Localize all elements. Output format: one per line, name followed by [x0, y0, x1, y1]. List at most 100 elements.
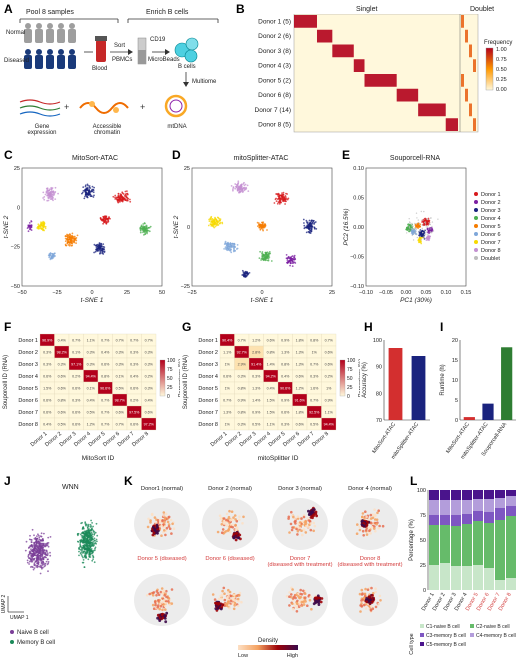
scatter-point: [237, 180, 240, 183]
scatter-point: [36, 535, 38, 537]
density-hotspot: [312, 508, 316, 511]
density-point: [232, 607, 236, 611]
density-point: [374, 529, 377, 533]
singlet-label: Singlet: [356, 6, 378, 13]
density-point: [225, 518, 228, 522]
scatter-point: [30, 220, 33, 222]
gene-expression-label: Gene expression: [27, 124, 57, 136]
density-point: [300, 529, 303, 532]
heatmap-block: [445, 118, 458, 131]
scatter-point: [44, 564, 47, 567]
density-point: [290, 595, 293, 599]
scatter-point: [408, 218, 410, 220]
density-point: [287, 515, 291, 519]
panel-c-label: C: [4, 148, 13, 162]
density-point: [296, 602, 299, 605]
scatter-point: [114, 198, 117, 200]
matrix-cell-value: 94.4%: [324, 423, 335, 427]
scatter-point: [85, 557, 88, 559]
scatter-point: [30, 550, 33, 552]
matrix-cell-value: 1%: [225, 423, 231, 427]
scatter-point: [420, 231, 422, 234]
scatter-point: [244, 183, 247, 186]
density-point: [151, 591, 155, 595]
scatter-point: [35, 556, 38, 559]
scatter-point: [421, 230, 424, 233]
y-tick-label: 5: [455, 398, 458, 404]
scatter-point: [92, 529, 95, 532]
scatter-point: [282, 199, 285, 201]
scatter-point: [263, 223, 266, 225]
density-point: [369, 609, 373, 612]
bar: [482, 403, 494, 420]
scatter-point: [213, 219, 215, 222]
matrix-cell-value: 0.2%: [325, 375, 334, 379]
matrix-cell-value: 97.5%: [129, 411, 140, 415]
density-point: [364, 529, 368, 532]
scatter-point: [422, 224, 424, 226]
legend-label: Donor 4: [481, 216, 501, 222]
scatter-point: [418, 232, 421, 235]
density-point: [153, 600, 157, 603]
scatter-point: [26, 561, 29, 564]
cd19-label: CD19: [150, 37, 166, 43]
stacked-segment: [429, 515, 439, 525]
scatter-point: [91, 549, 93, 552]
scatter-point: [100, 218, 102, 220]
scatter-point: [92, 549, 95, 552]
svg-text:+: +: [64, 102, 69, 112]
panel-d-tsne: −25 0 25 25 0 −25 t-SNE 1 t-SNE 2: [173, 166, 335, 304]
panel-k-density-grid: Donor1 (normal) Donor 2 (normal) Donor 3 (…: [130, 484, 406, 659]
stacked-segment: [462, 566, 472, 590]
scatter-point: [411, 225, 413, 227]
scatter-point: [71, 235, 74, 238]
scatter-point: [101, 245, 103, 248]
scatter-point: [315, 228, 318, 230]
density-point: [362, 534, 365, 537]
scatter-point: [308, 223, 311, 226]
scatter-point: [117, 201, 119, 203]
legend-swatch: [474, 216, 478, 220]
x-tick-label: 0.10: [441, 290, 452, 296]
matrix-row-label: Donor 6: [198, 398, 218, 404]
density-point: [360, 588, 364, 592]
density-point: [234, 518, 237, 521]
matrix-cell-value: 0.8%: [281, 363, 290, 367]
legend-label: Naive B cell: [17, 630, 49, 636]
scatter-point: [209, 218, 212, 221]
scatter-point: [430, 217, 432, 219]
scatter-point: [305, 219, 308, 222]
density-point: [358, 592, 362, 596]
density-point: [231, 518, 234, 522]
scatter-point: [36, 544, 39, 547]
scatter-point: [42, 229, 44, 232]
scatter-point: [38, 544, 41, 547]
x-tick-label: −25: [52, 290, 61, 296]
scatter-point: [82, 556, 84, 559]
stacked-segment: [495, 490, 505, 498]
scatter-point: [226, 245, 229, 248]
matrix-cell-value: 0.7%: [310, 363, 319, 367]
scatter-point: [429, 231, 431, 233]
density-hotspot: [236, 536, 240, 540]
scatter-point: [285, 254, 288, 256]
scatter-point: [40, 224, 43, 227]
density-point: [164, 601, 168, 605]
scatter-point: [107, 220, 109, 223]
stacked-segment: [484, 490, 494, 499]
matrix-cell-value: 0.4%: [43, 423, 52, 427]
matrix-cell-value: 96.6%: [100, 387, 111, 391]
density-point: [302, 600, 305, 604]
scatter-point: [116, 196, 119, 199]
scatter-point: [423, 237, 425, 239]
scatter-point: [103, 219, 106, 222]
density-point: [296, 599, 299, 603]
scatter-point: [91, 554, 94, 557]
matrix-cell-value: 0.5%: [87, 411, 96, 415]
matrix-cell-value: 0.4%: [87, 399, 96, 403]
scatter-point: [28, 222, 31, 224]
density-point: [359, 610, 362, 613]
scatter-point: [30, 539, 33, 541]
